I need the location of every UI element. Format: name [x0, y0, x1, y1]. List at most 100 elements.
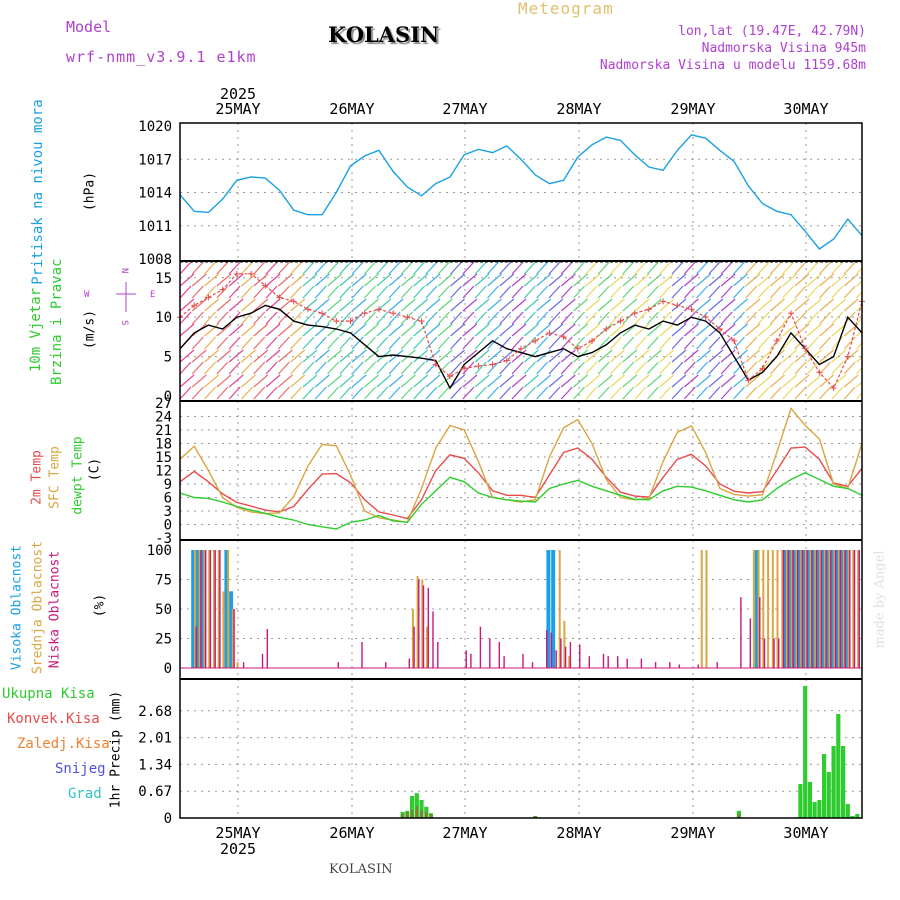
wind-barb [487, 311, 499, 325]
wind-barb [671, 336, 684, 350]
wind-barb [720, 386, 733, 400]
wind-barb [671, 285, 684, 299]
day-label-bottom: 28MAY [556, 824, 601, 842]
bar-mark [776, 550, 779, 668]
wind-barb [314, 361, 327, 375]
wind-barb [487, 273, 502, 287]
wind-barb [843, 285, 856, 299]
bar-mark [762, 550, 765, 668]
wind-barb [548, 374, 564, 388]
y-tick-label: 27 [155, 396, 172, 412]
wind-barb [487, 262, 499, 275]
day-label-top: 30MAY [783, 100, 828, 118]
wind-barb [327, 262, 340, 275]
wind-barb [290, 285, 303, 299]
wind-barb [511, 285, 524, 299]
wind-barb [794, 323, 810, 337]
gust-marker [716, 326, 723, 332]
wind-barb [683, 349, 699, 363]
wind-barb [560, 374, 576, 388]
bar-mark [422, 585, 425, 668]
wind-barb [400, 386, 413, 400]
wind-barb [425, 298, 441, 312]
bar-mark [737, 814, 741, 818]
wind-barb [696, 349, 711, 363]
wind-barb [634, 374, 650, 388]
bar-mark [231, 609, 234, 668]
wind-barb [450, 361, 463, 375]
wind-barb [671, 262, 684, 275]
wind-barb [228, 336, 241, 350]
wind-barb [782, 336, 795, 350]
meteogram-title: Meteogram [518, 0, 614, 18]
wind-barb [733, 311, 745, 325]
wind-barb [204, 273, 219, 287]
wind-compass: N S W E [84, 268, 155, 325]
wind-barb [856, 280, 862, 287]
wind-barb [745, 374, 761, 388]
wind-barb [265, 323, 281, 337]
wind-barb [548, 386, 561, 400]
wind-barb [523, 336, 536, 350]
wind-barb [671, 374, 687, 388]
wind-barb [253, 298, 269, 312]
bar-mark [426, 626, 429, 668]
wind-barb [413, 262, 426, 275]
bar-mark [788, 550, 792, 668]
wind-barb [511, 262, 524, 275]
wind-barb [216, 361, 229, 375]
wind-barb [757, 311, 770, 325]
wind-barb [819, 262, 832, 275]
wind-barb [819, 311, 832, 325]
wind-barb [425, 386, 438, 400]
bar-mark [838, 550, 841, 668]
wind-barb [597, 298, 613, 312]
bar-mark [752, 550, 755, 668]
wind-barb [351, 262, 364, 275]
wind-barb [487, 349, 502, 363]
wind-barb [216, 323, 232, 337]
bar-mark [740, 597, 742, 668]
wind-barb [314, 386, 327, 400]
bar-mark [853, 550, 856, 668]
wind-barb [290, 323, 306, 337]
wind-barb [523, 262, 536, 275]
wind-barb [843, 361, 856, 375]
y-tick-label: -3 [155, 531, 172, 547]
wind-barb [782, 361, 795, 375]
bar-mark [579, 644, 581, 668]
wind-barb [536, 336, 549, 350]
wind-barb [831, 323, 847, 337]
wind-barb [782, 285, 795, 299]
gust-marker [333, 318, 340, 325]
bar-mark [823, 550, 826, 668]
wind-barb [327, 273, 342, 287]
wind-barb [204, 386, 217, 400]
precipitation-panel: 2.68 2.01 1.34 0.67 0 [138, 679, 862, 827]
wind-barb [487, 298, 502, 312]
wind-barb [278, 349, 293, 363]
wind-barb [745, 311, 758, 325]
wind-barb [757, 386, 770, 400]
wind-barb [745, 323, 761, 337]
wind-barb [241, 298, 256, 312]
wind-barb [585, 374, 601, 388]
gust-marker [816, 369, 823, 376]
wind-barb [499, 386, 512, 400]
y-tick-label: 1020 [138, 119, 172, 135]
wind-barb [683, 336, 696, 350]
wind-barb [622, 374, 638, 388]
wind-barb [708, 285, 721, 299]
bar-mark [840, 550, 845, 668]
wind-barb [265, 349, 281, 363]
wind-barb [277, 386, 290, 400]
wind-panel: 15 10 5 0 [155, 261, 865, 405]
wind-barb [733, 298, 748, 312]
y-tick-label: 6 [164, 491, 172, 507]
bar-mark [410, 796, 415, 818]
wind-barb [351, 273, 367, 287]
wind-barb [450, 262, 463, 275]
wind-barb [696, 336, 709, 350]
wind-barb [622, 273, 638, 287]
